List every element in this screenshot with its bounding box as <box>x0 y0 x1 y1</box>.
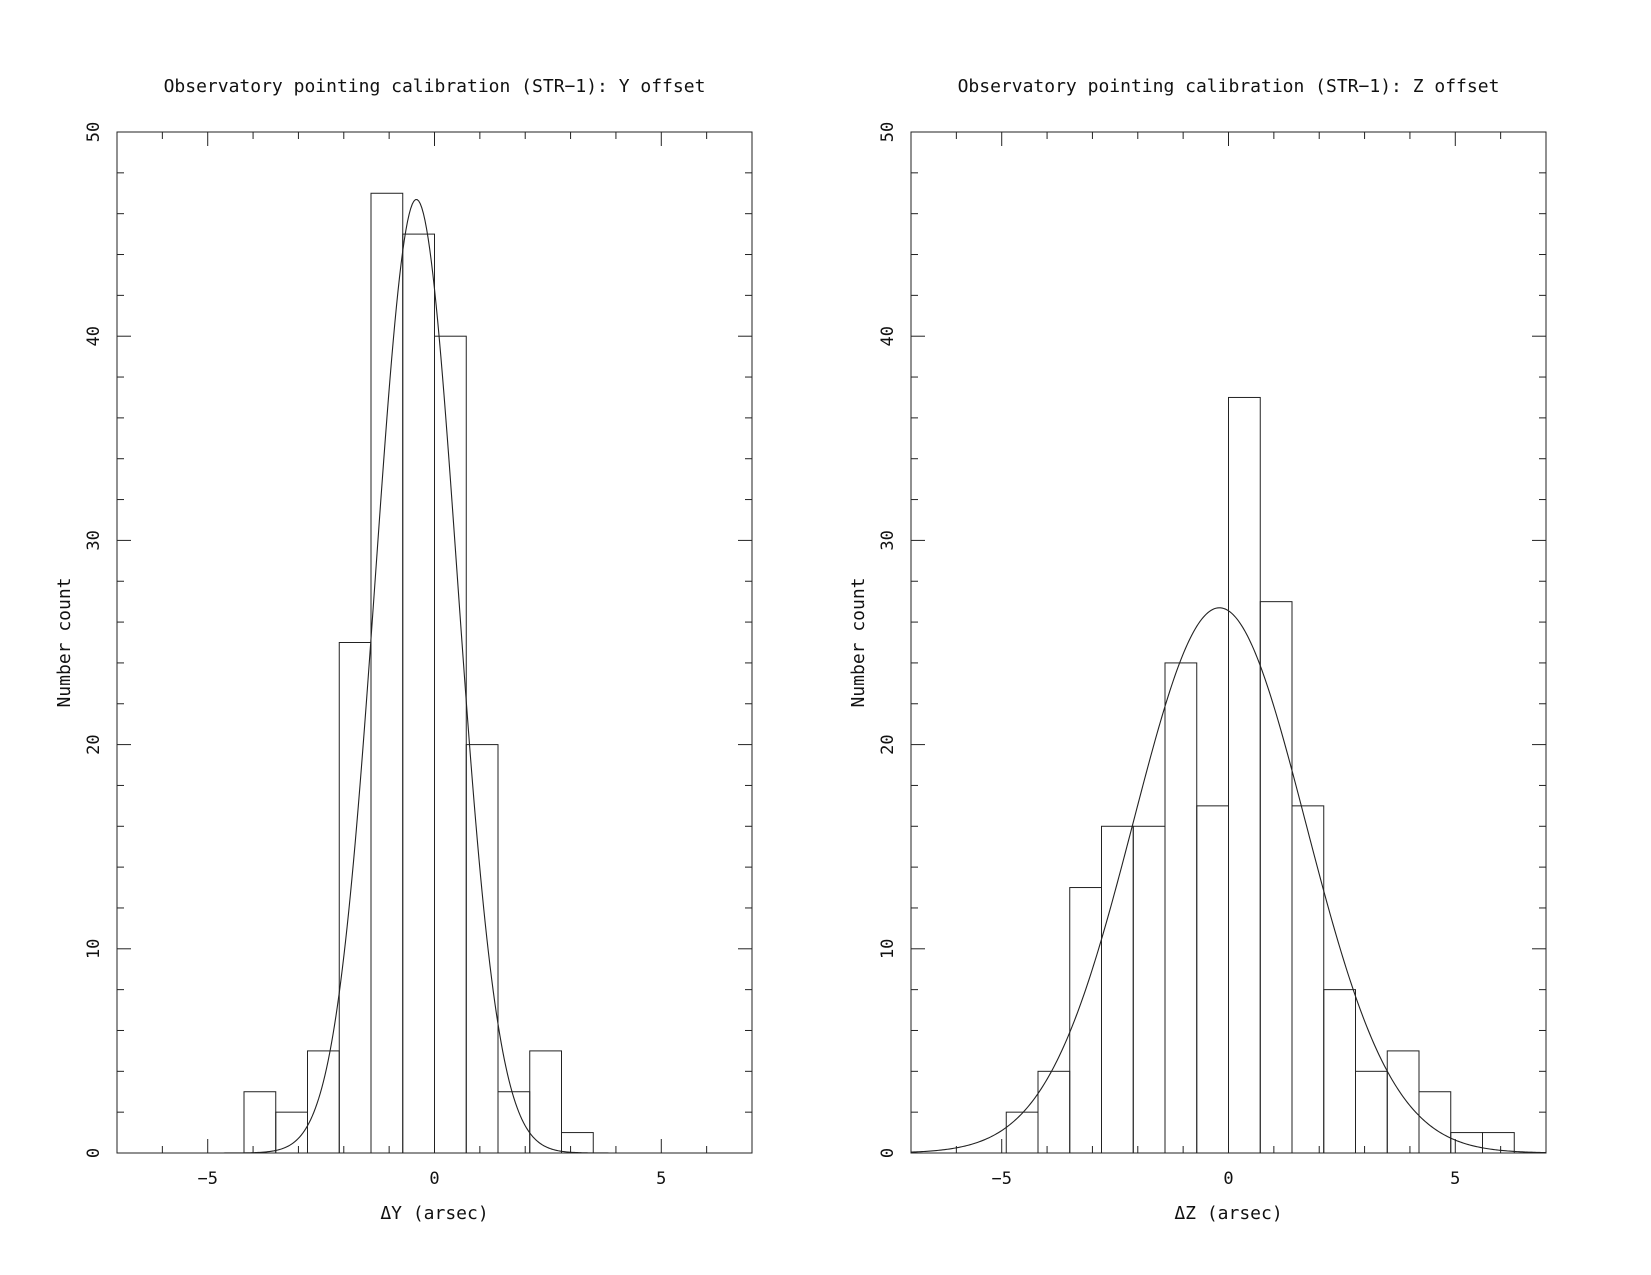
y-tick-label: 10 <box>84 939 104 959</box>
histogram-bar <box>1164 662 1198 1154</box>
chart-title: Observatory pointing calibration (STR−1)… <box>958 76 1500 97</box>
histogram-bar <box>1196 805 1229 1154</box>
histogram-bar <box>1291 805 1325 1154</box>
chart-panel-z-offset: Observatory pointing calibration (STR−1)… <box>848 76 1547 1224</box>
histogram-bar <box>307 1050 340 1154</box>
x-tick-label: 0 <box>429 1169 439 1189</box>
histogram-bar <box>1037 1070 1071 1154</box>
y-axis-label: Number count <box>848 577 869 707</box>
histogram-bar <box>243 1091 277 1154</box>
histogram-bar <box>402 233 435 1154</box>
histogram-bar <box>497 1091 531 1154</box>
y-axis-label: Number count <box>54 577 75 707</box>
chart-panel-y-offset: Observatory pointing calibration (STR−1)… <box>54 76 753 1224</box>
histogram-bar <box>1101 825 1134 1154</box>
y-tick-label: 30 <box>878 530 898 550</box>
histogram-bar <box>1482 1132 1515 1154</box>
x-tick-label: −5 <box>197 1169 217 1189</box>
histogram-bar <box>434 335 467 1154</box>
y-tick-label: 0 <box>878 1148 898 1158</box>
y-tick-label: 10 <box>878 939 898 959</box>
histogram-bar <box>338 642 372 1154</box>
histogram-bar <box>1355 1070 1388 1154</box>
x-tick-label: 5 <box>1450 1169 1460 1189</box>
histogram-bar <box>561 1132 594 1154</box>
histogram-bar <box>1386 1050 1420 1154</box>
x-tick-label: −5 <box>991 1169 1011 1189</box>
histogram-bar <box>465 744 499 1154</box>
x-axis-label: ΔZ (arsec) <box>1174 1203 1282 1224</box>
y-tick-label: 50 <box>878 122 898 142</box>
histogram-bar <box>1132 825 1166 1154</box>
x-tick-label: 0 <box>1223 1169 1233 1189</box>
histogram-bar <box>1228 396 1261 1154</box>
y-tick-label: 50 <box>84 122 104 142</box>
x-axis-label: ΔY (arsec) <box>380 1203 488 1224</box>
histogram-bar <box>1005 1111 1039 1154</box>
y-tick-label: 30 <box>84 530 104 550</box>
histogram-bar <box>1418 1091 1452 1154</box>
gaussian-fit-curve <box>910 607 1547 1154</box>
x-tick-label: 5 <box>656 1169 666 1189</box>
y-tick-label: 40 <box>878 326 898 346</box>
chart-title: Observatory pointing calibration (STR−1)… <box>164 76 706 97</box>
histogram-bar <box>529 1050 562 1154</box>
y-tick-label: 40 <box>84 326 104 346</box>
y-tick-label: 20 <box>84 734 104 754</box>
histogram-bar <box>1259 601 1293 1154</box>
y-tick-label: 20 <box>878 734 898 754</box>
histogram-bar <box>370 192 404 1154</box>
histogram-bar <box>1323 989 1356 1154</box>
y-tick-label: 0 <box>84 1148 104 1158</box>
gaussian-fit-curve <box>117 198 752 1154</box>
